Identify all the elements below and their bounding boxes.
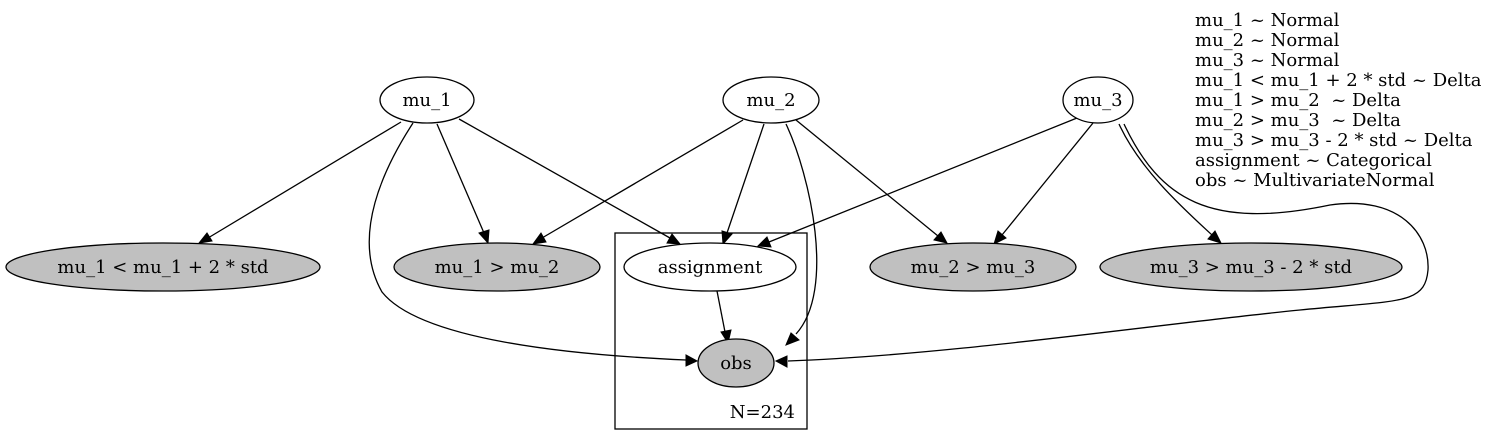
node-mu_3-shape (1062, 76, 1134, 124)
legend-line: mu_2 > mu_3 ~ Delta (1195, 110, 1401, 131)
edge-mu_1-to-delta_1 (207, 121, 402, 239)
arrowhead-delta_3-from-mu_2 (933, 231, 948, 244)
node-obs-label: obs (720, 353, 752, 374)
node-delta_1-label: mu_1 < mu_1 + 2 * std (57, 257, 268, 278)
node-mu_1-shape (379, 76, 475, 124)
node-delta_2-shape (393, 242, 601, 292)
node-assignment-shape (623, 242, 797, 292)
edge-mu_1-to-delta_2 (436, 123, 485, 234)
legend-line: mu_1 < mu_1 + 2 * std ~ Delta (1195, 70, 1482, 91)
node-delta_1-shape (5, 242, 321, 292)
node-delta-mu_1-lt[interactable]: mu_1 < mu_1 + 2 * std (5, 242, 321, 292)
arrowhead-obs-from-mu_2 (785, 332, 800, 346)
edge-mu_3-to-delta_3 (1001, 122, 1094, 236)
node-delta_2-label: mu_1 > mu_2 (435, 257, 560, 278)
node-obs[interactable]: obs (697, 338, 775, 388)
node-delta-mu_3-gt[interactable]: mu_3 > mu_3 - 2 * std (1099, 242, 1403, 292)
distribution-legend: mu_1 ~ Normal mu_2 ~ Normal mu_3 ~ Norma… (1195, 10, 1482, 191)
edge-mu_1-to-obs (368, 122, 687, 361)
node-assignment[interactable]: assignment (623, 242, 797, 292)
node-mu_1[interactable]: mu_1 (379, 76, 475, 124)
edge-mu_2-to-delta_3 (795, 119, 939, 237)
edge-mu_2-to-assignment (726, 123, 765, 234)
edge-mu_3-to-assignment (768, 117, 1078, 243)
arrowhead-delta_2-from-mu_1 (478, 229, 490, 245)
edge-assignment-to-obs (716, 290, 726, 333)
node-delta_4-shape (1099, 242, 1403, 292)
legend-line: assignment ~ Categorical (1195, 150, 1432, 171)
edge-mu_3-to-obs (787, 123, 1429, 362)
node-assignment-label: assignment (658, 257, 763, 278)
node-obs-shape (697, 338, 775, 388)
arrowhead-assignment-from-mu_2 (721, 230, 733, 246)
node-delta_4-label: mu_3 > mu_3 - 2 * std (1150, 257, 1352, 278)
arrowhead-obs-from-mu_1 (685, 354, 699, 367)
node-mu_1-label: mu_1 (402, 90, 451, 111)
node-mu_2-label: mu_2 (746, 90, 795, 111)
node-mu_2-shape (722, 76, 820, 124)
node-delta-mu_2-gt-mu_3[interactable]: mu_2 > mu_3 (869, 242, 1077, 292)
legend-line: mu_3 > mu_3 - 2 * std ~ Delta (1195, 130, 1473, 151)
node-delta_3-label: mu_2 > mu_3 (911, 257, 1036, 278)
node-mu_3-label: mu_3 (1073, 90, 1122, 111)
arrowhead-delta_1 (197, 232, 213, 244)
arrowhead-assignment-from-mu_1 (666, 233, 682, 245)
edge-mu_1-to-assignment (458, 118, 671, 239)
plate-box (614, 232, 808, 430)
arrowhead-assignment-from-mu_3 (756, 236, 772, 248)
node-delta_3-shape (869, 242, 1077, 292)
nodes-group: mu_1 mu_2 mu_3 mu_1 < mu_1 + 2 * std mu_… (5, 76, 1403, 388)
legend-line: mu_1 > mu_2 ~ Delta (1195, 90, 1401, 111)
arrowhead-delta_2-from-mu_2 (531, 232, 547, 245)
legend-line: obs ~ MultivariateNormal (1195, 170, 1435, 191)
legend-line: mu_2 ~ Normal (1195, 30, 1340, 51)
edge-mu_3-to-delta_4 (1118, 123, 1213, 236)
edges-group (197, 117, 1429, 368)
edge-mu_2-to-obs (785, 123, 818, 335)
arrowhead-delta_3-from-mu_3 (993, 230, 1007, 245)
arrowhead-delta_4 (1207, 230, 1222, 244)
legend-line: mu_3 ~ Normal (1195, 50, 1340, 71)
arrowhead-obs-from-mu_3 (774, 355, 788, 368)
legend-line: mu_1 ~ Normal (1195, 10, 1340, 31)
edge-mu_2-to-delta_2 (541, 119, 744, 239)
node-mu_2[interactable]: mu_2 (722, 76, 820, 124)
node-mu_3[interactable]: mu_3 (1062, 76, 1134, 124)
node-delta-mu_1-gt-mu_2[interactable]: mu_1 > mu_2 (393, 242, 601, 292)
plate-label: N=234 (730, 402, 795, 423)
